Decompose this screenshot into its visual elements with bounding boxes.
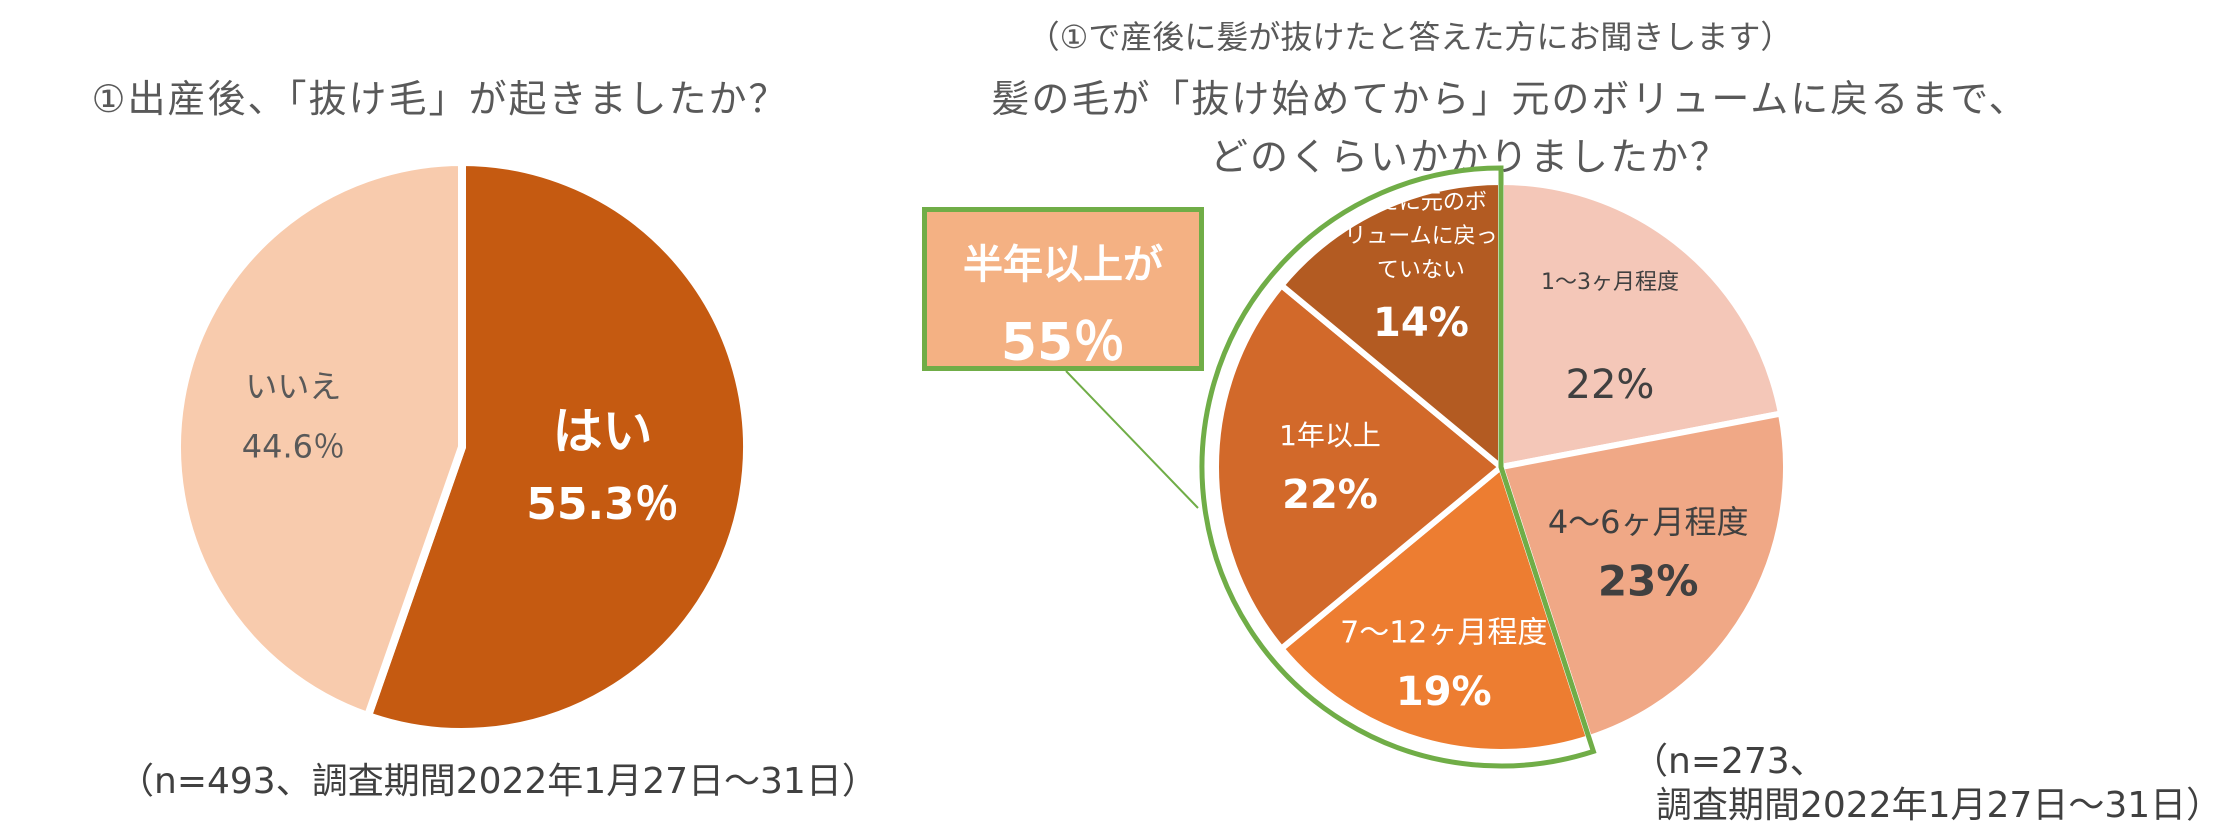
right-pie-slice-0 — [1498, 178, 1785, 471]
left-pie-value-0: 55.3％ — [526, 479, 679, 530]
right-footnote-line2: 調査期間2022年1月27日～31日） — [1656, 785, 2223, 826]
right-pie-value-0: 22% — [1566, 362, 1655, 408]
right-pie-value-1: 23% — [1598, 557, 1699, 606]
highlight-outline — [1199, 165, 1597, 769]
right-pie-label-4-line-1: リュームに戻っ — [1344, 224, 1497, 249]
callout-box: 半年以上が 55％ — [922, 207, 1204, 373]
left-footnote: （n=493、調査期間2022年1月27日～31日） — [118, 761, 878, 802]
highlight-overlay — [1065, 165, 1597, 769]
right-footnote-line1: （n=273、 — [1632, 741, 1826, 782]
right-pie-label-3: 1年以上 — [1279, 419, 1381, 452]
left-pie-value-1: 44.6％ — [242, 427, 345, 465]
right-pie-label-1: 4～6ヶ月程度 — [1548, 503, 1749, 541]
callout-line2: 55％ — [1000, 313, 1126, 373]
right-pie-value-4: 14% — [1373, 300, 1469, 346]
right-pie-chart: 1～3ヶ月程度22%4～6ヶ月程度23%7～12ヶ月程度19%1年以上22%未だ… — [1213, 178, 1789, 755]
right-pie-label-0: 1～3ヶ月程度 — [1541, 270, 1679, 295]
right-chart-title-line1: 髪の毛が「抜け始めてから」元のボリュームに戻るまで、 — [991, 77, 2029, 121]
right-pie-value-2: 19% — [1396, 669, 1492, 715]
left-pie-label-1: いいえ — [245, 367, 341, 405]
right-pie-slice-4 — [1277, 178, 1504, 474]
right-pie-slice-2 — [1277, 461, 1593, 755]
right-pie-value-3: 22% — [1282, 472, 1378, 518]
left-pie-label-0: はい — [552, 402, 652, 460]
right-chart-note: （①で産後に髪が抜けたと答えた方にお聞きします） — [1027, 18, 1793, 56]
right-pie-label-4-line-2: ていない — [1377, 258, 1465, 283]
left-pie-slice-1 — [173, 157, 466, 722]
right-pie-slice-1 — [1497, 410, 1789, 742]
callout-leader-line — [1065, 370, 1199, 509]
left-pie-chart: はい 55.3％ いいえ 44.6％ — [173, 157, 751, 736]
callout-line1: 半年以上が — [963, 242, 1163, 288]
left-chart-title: ①出産後、「抜け毛」が起きましたか？ — [91, 77, 789, 121]
right-pie-slice-3 — [1213, 281, 1506, 653]
right-pie-label-2: 7～12ヶ月程度 — [1340, 616, 1547, 651]
